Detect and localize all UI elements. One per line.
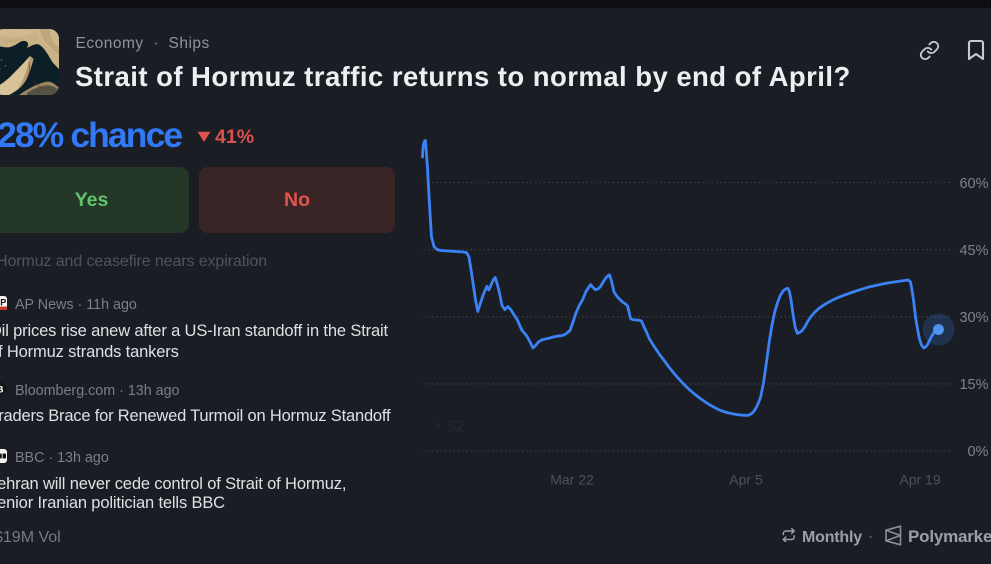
svg-text:$2: $2 xyxy=(447,418,465,436)
svg-text:B: B xyxy=(0,384,4,395)
svg-text:30%: 30% xyxy=(959,310,988,326)
svg-text:Apr 5: Apr 5 xyxy=(729,472,763,488)
svg-text:AP: AP xyxy=(0,298,6,308)
svg-text:45%: 45% xyxy=(959,243,988,259)
svg-text:15%: 15% xyxy=(959,377,988,393)
svg-text:0%: 0% xyxy=(968,444,989,460)
svg-text:Mar 22: Mar 22 xyxy=(550,472,594,488)
svg-text:Apr 19: Apr 19 xyxy=(899,472,940,488)
svg-text:60%: 60% xyxy=(959,176,988,192)
